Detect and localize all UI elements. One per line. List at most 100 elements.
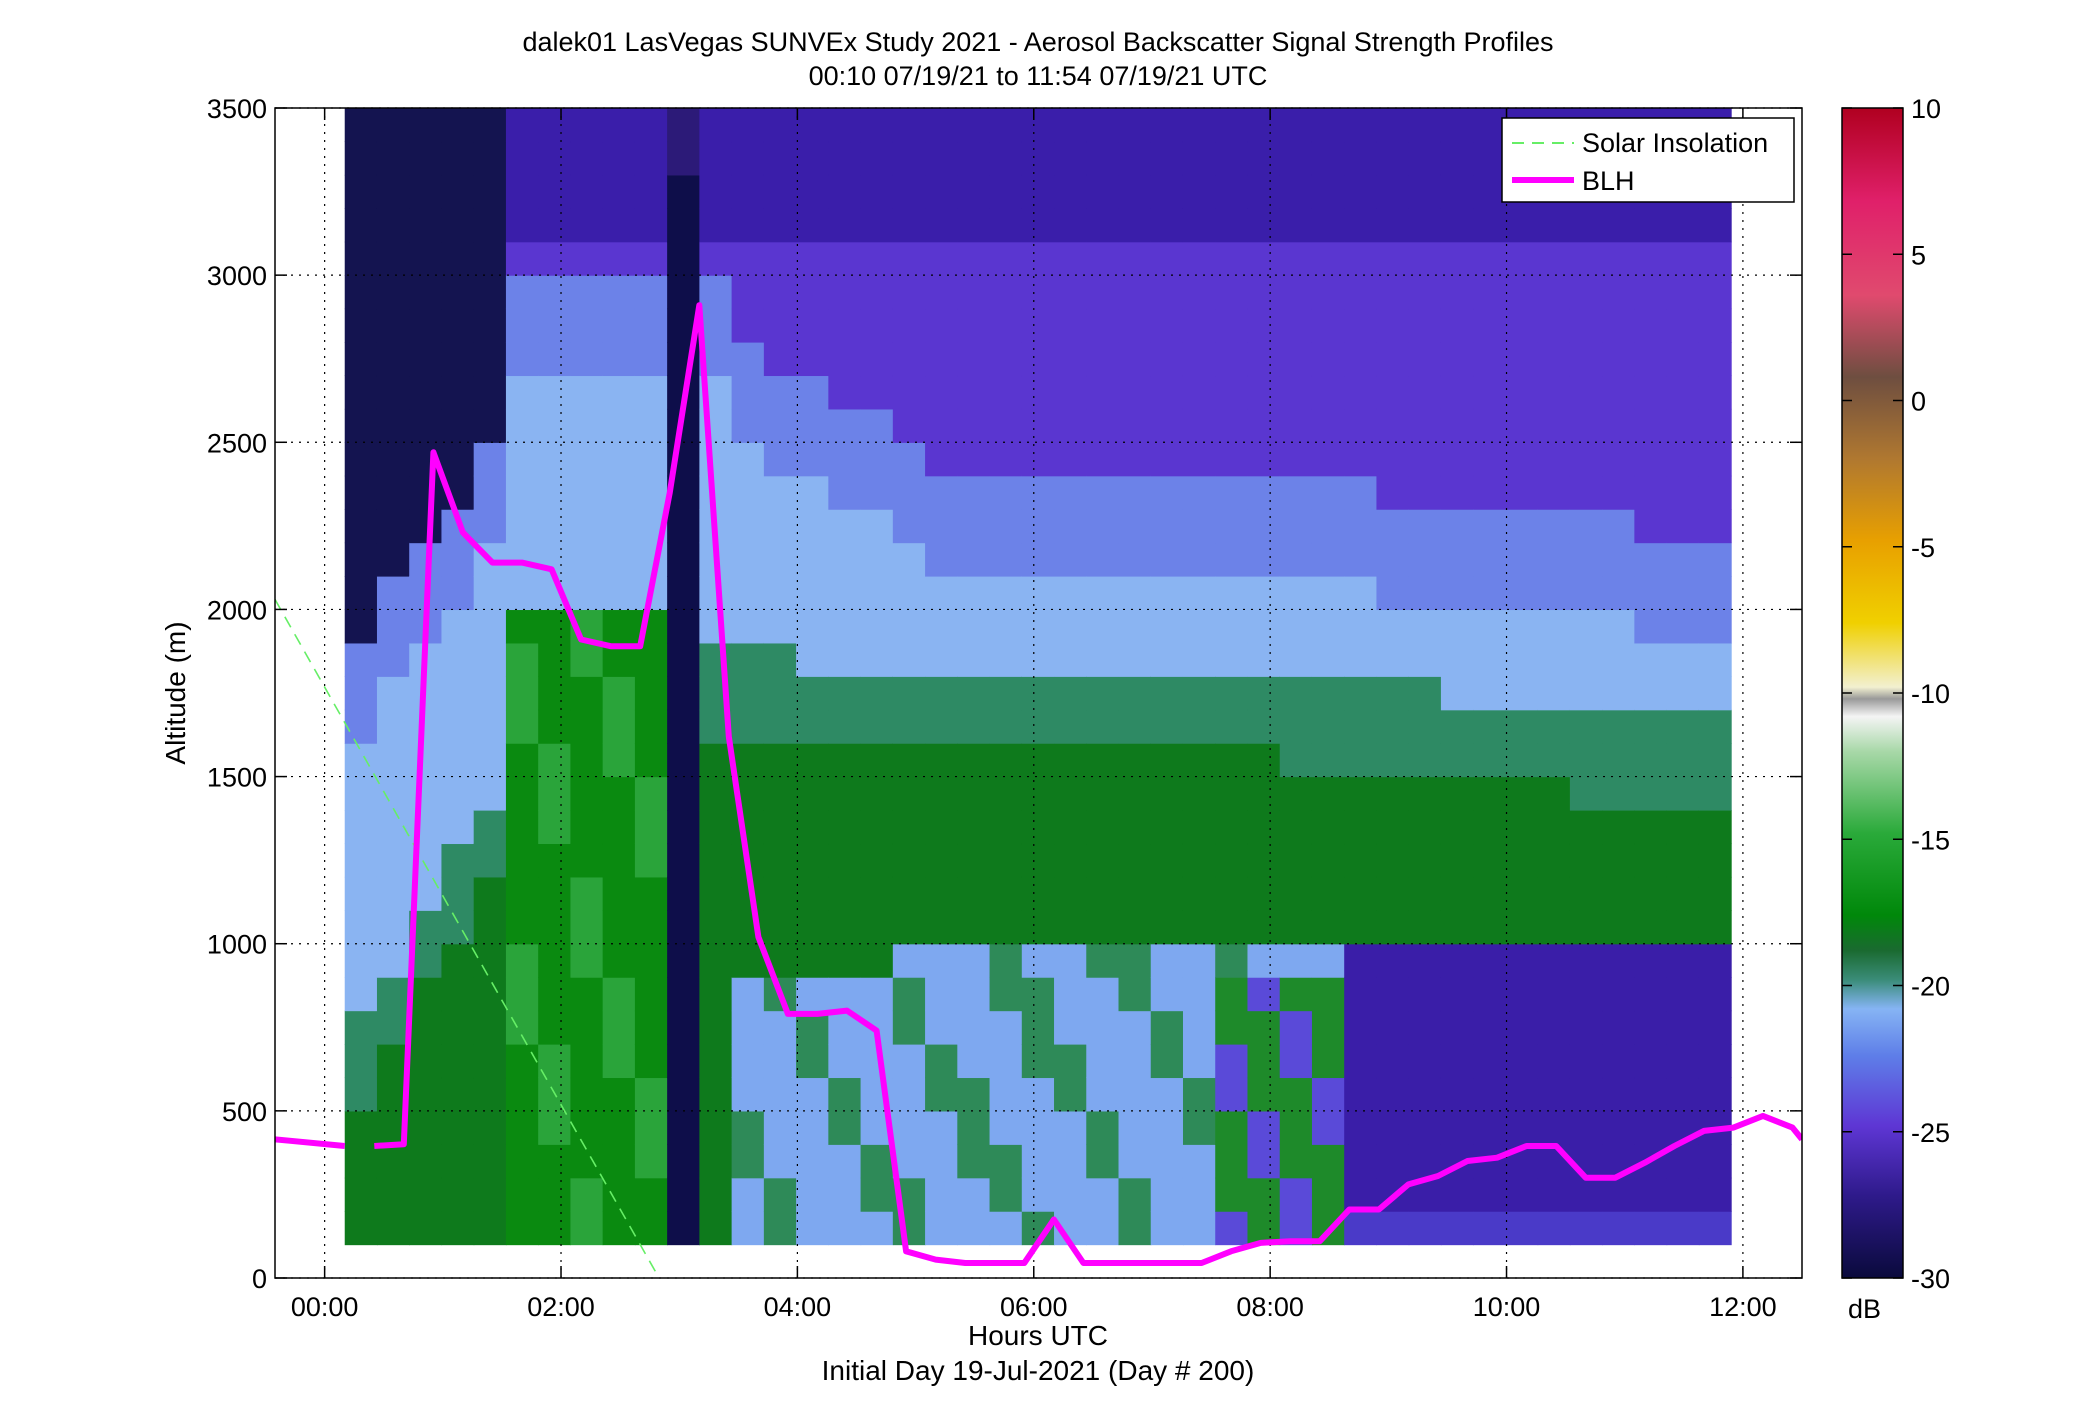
heatmap-cell xyxy=(1182,141,1216,176)
heatmap-cell xyxy=(1118,1110,1152,1145)
heatmap-cell xyxy=(1537,241,1571,276)
heatmap-cell xyxy=(1569,876,1603,911)
heatmap-cell xyxy=(441,843,475,878)
heatmap-cell xyxy=(538,308,572,343)
heatmap-cell xyxy=(828,342,862,377)
heatmap-cell xyxy=(989,876,1023,911)
legend-solar-label: Solar Insolation xyxy=(1582,128,1768,158)
heatmap-cell xyxy=(1537,475,1571,510)
heatmap-cell xyxy=(1698,876,1732,911)
heatmap-cell xyxy=(1569,676,1603,711)
heatmap-cell xyxy=(570,943,604,978)
heatmap-cell xyxy=(1215,576,1249,611)
heatmap-cell xyxy=(570,241,604,276)
heatmap-cell xyxy=(860,174,894,209)
heatmap-cell xyxy=(473,810,507,845)
heatmap-cell xyxy=(1569,576,1603,611)
heatmap-cell xyxy=(1021,542,1055,577)
heatmap-cell xyxy=(1505,442,1539,477)
heatmap-cell xyxy=(1182,776,1216,811)
heatmap-cell xyxy=(1086,275,1120,310)
heatmap-cell xyxy=(1440,375,1474,410)
heatmap-cell xyxy=(1311,475,1345,510)
heatmap-cell xyxy=(957,308,991,343)
heatmap-cell xyxy=(1086,442,1120,477)
heatmap-cell xyxy=(441,241,475,276)
heatmap-cell xyxy=(989,509,1023,544)
heatmap-cell xyxy=(763,342,797,377)
heatmap-cell xyxy=(1440,642,1474,677)
heatmap-cell xyxy=(731,408,765,443)
heatmap-cell xyxy=(1537,776,1571,811)
heatmap-cell xyxy=(1215,743,1249,778)
heatmap-cell xyxy=(1602,542,1635,577)
heatmap-cell xyxy=(602,743,636,778)
heatmap-cell xyxy=(1150,308,1184,343)
heatmap-cell xyxy=(1537,1010,1571,1045)
legend-box xyxy=(1501,117,1795,203)
heatmap-cell xyxy=(763,542,797,577)
colorbar-tick-label: 10 xyxy=(1911,94,1941,124)
heatmap-cell xyxy=(1054,442,1087,477)
heatmap-cell xyxy=(1118,241,1152,276)
heatmap-cell xyxy=(731,1177,765,1212)
heatmap-cell xyxy=(1569,408,1603,443)
heatmap-cell xyxy=(1086,108,1120,143)
heatmap-cell xyxy=(1215,709,1249,744)
heatmap-cell xyxy=(763,241,797,276)
heatmap-cell xyxy=(1473,709,1506,744)
heatmap-cell xyxy=(1569,642,1603,677)
heatmap-cell xyxy=(925,609,958,644)
heatmap-cell xyxy=(731,108,765,143)
heatmap-cell xyxy=(602,141,636,176)
heatmap-cell xyxy=(1537,275,1571,310)
heatmap-cell xyxy=(1021,876,1055,911)
heatmap-cell xyxy=(1569,208,1603,243)
heatmap-cell xyxy=(1086,1144,1120,1179)
heatmap-cell xyxy=(1118,442,1152,477)
heatmap-cell xyxy=(1311,108,1345,143)
heatmap-cell xyxy=(828,275,862,310)
heatmap-cell xyxy=(860,1144,894,1179)
heatmap-cell xyxy=(1182,843,1216,878)
heatmap-cell xyxy=(1086,174,1120,209)
heatmap-cell xyxy=(1344,442,1378,477)
heatmap-cell xyxy=(602,342,636,377)
heatmap-cell xyxy=(892,442,926,477)
heatmap-cell xyxy=(1086,241,1120,276)
heatmap-cell xyxy=(763,810,797,845)
heatmap-cell xyxy=(634,1010,668,1045)
heatmap-cell xyxy=(1569,375,1603,410)
heatmap-cell xyxy=(1182,174,1216,209)
heatmap-cell xyxy=(1311,810,1345,845)
heatmap-cell xyxy=(1505,977,1539,1012)
heatmap-cell xyxy=(699,1110,733,1145)
heatmap-cell xyxy=(1086,642,1120,677)
heatmap-cell xyxy=(376,342,410,377)
heatmap-cell xyxy=(1666,308,1700,343)
heatmap-cell xyxy=(1376,375,1410,410)
heatmap-cell xyxy=(1602,609,1635,644)
heatmap-cell xyxy=(441,1211,475,1246)
heatmap-cell xyxy=(1505,642,1539,677)
heatmap-cell xyxy=(473,1010,507,1045)
heatmap-cell xyxy=(344,1177,378,1212)
heatmap-cell xyxy=(1215,1044,1249,1079)
heatmap-cell xyxy=(1666,910,1700,945)
heatmap-cell xyxy=(1666,576,1700,611)
heatmap-cell xyxy=(1054,1010,1087,1045)
heatmap-cell xyxy=(1054,408,1087,443)
heatmap-cell xyxy=(731,275,765,310)
heatmap-cell xyxy=(989,977,1023,1012)
heatmap-cell xyxy=(570,576,604,611)
heatmap-cell xyxy=(344,141,378,176)
heatmap-cell xyxy=(828,876,862,911)
heatmap-cell xyxy=(1569,910,1603,945)
heatmap-cell xyxy=(1247,1010,1281,1045)
heatmap-cell xyxy=(409,275,443,310)
heatmap-cell xyxy=(441,1110,475,1145)
x-tick-label: 08:00 xyxy=(1236,1292,1304,1322)
heatmap-cell xyxy=(892,509,926,544)
heatmap-cell xyxy=(1505,609,1539,644)
heatmap-cell xyxy=(1634,342,1668,377)
